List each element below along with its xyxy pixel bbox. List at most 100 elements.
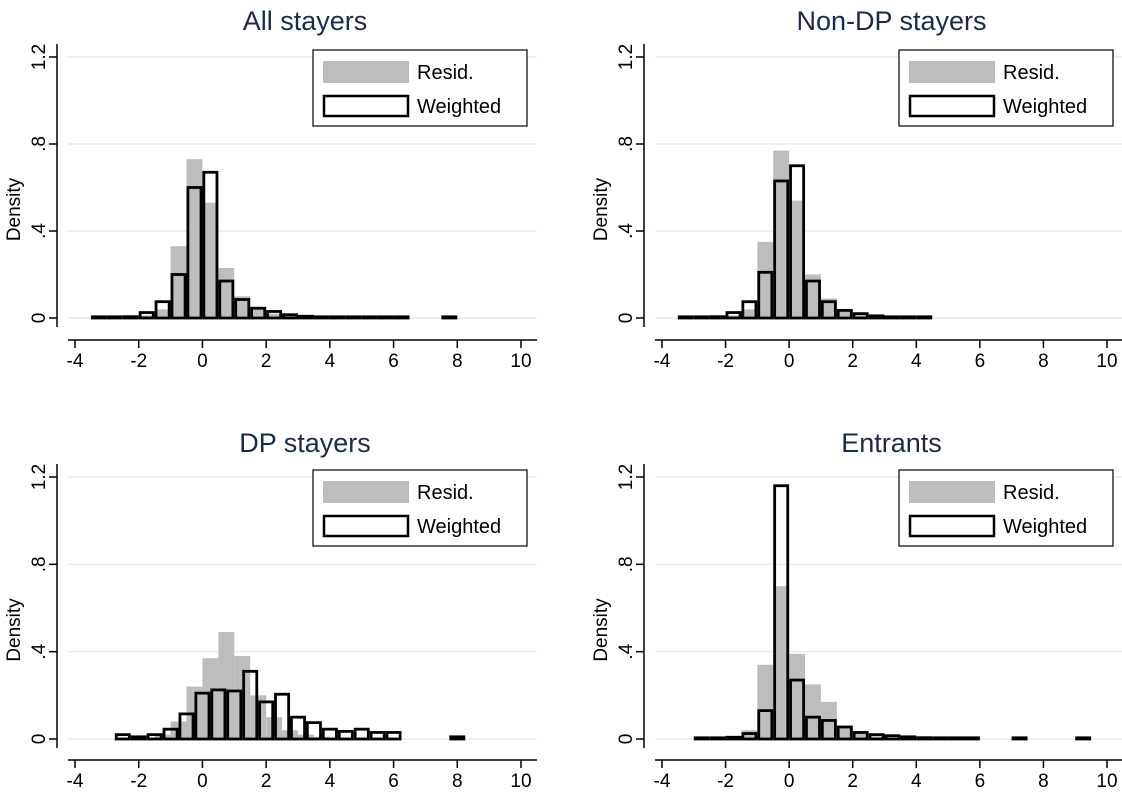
y-tick-label: 0	[29, 313, 50, 324]
bar-weighted	[170, 273, 187, 320]
bar-weighted	[741, 300, 758, 320]
x-tick-label: 2	[261, 771, 272, 792]
y-tick-label: .4	[616, 223, 637, 239]
x-tick-label: -2	[130, 771, 147, 792]
x-tick-label: 6	[388, 771, 399, 792]
legend: Resid. Weighted	[898, 49, 1114, 127]
bar-weighted	[820, 719, 837, 741]
bar-resid	[757, 241, 774, 318]
bar-weighted	[836, 725, 853, 741]
bar-resid	[789, 653, 806, 739]
bar-resid	[805, 684, 821, 739]
x-tick-label: 2	[847, 351, 858, 372]
x-tick-label: -4	[654, 771, 671, 792]
bar-weighted	[789, 164, 806, 320]
bar-weighted	[725, 311, 742, 320]
bar-resid	[154, 309, 171, 318]
x-tick-label: -2	[130, 351, 147, 372]
bar-weighted	[757, 709, 774, 741]
bar-weighted	[677, 315, 694, 320]
y-axis-label: Density	[4, 177, 25, 241]
chart-panel-2: Non-DP stayers 0 .4 .8 1.2 Density -4 -2 0 2 4 6 8 10…	[591, 6, 1122, 372]
x-tick-label: 0	[197, 351, 208, 372]
bar-weighted	[250, 306, 267, 320]
bar-weighted	[868, 733, 885, 741]
bar-weighted	[852, 312, 869, 320]
chart-title: Entrants	[841, 428, 942, 458]
bar-weighted	[884, 315, 901, 320]
legend-label-resid: Resid.	[1003, 482, 1060, 504]
chart-panel-3: DP stayers 0 .4 .8 1.2 Density -4 -2 0 2 4 6 8 10 Resi…	[4, 428, 537, 792]
x-tick-label: 6	[975, 771, 986, 792]
y-tick-label: 0	[616, 313, 637, 324]
legend-swatch-weighted	[322, 94, 410, 118]
bar-weighted	[836, 308, 853, 320]
x-tick-label: 8	[1038, 351, 1049, 372]
y-axis-label: Density	[4, 598, 25, 662]
bar-weighted	[329, 315, 346, 320]
bar-weighted	[122, 315, 139, 320]
bar-resid	[218, 632, 235, 739]
legend-label-resid: Resid.	[417, 482, 474, 504]
y-tick-label: 1.2	[29, 44, 50, 70]
bar-weighted	[186, 186, 203, 320]
x-tick-label: -4	[654, 351, 671, 372]
y-axis-label: Density	[591, 177, 612, 241]
bar-weighted	[963, 736, 980, 741]
y-tick-label: .8	[616, 136, 637, 152]
bar-weighted	[210, 688, 227, 741]
bar-weighted	[258, 700, 275, 741]
bar-resid	[741, 309, 758, 318]
bar-weighted	[393, 315, 410, 320]
y-tick-label: .8	[29, 136, 50, 152]
bar-resid	[836, 725, 853, 739]
legend-swatch-resid	[909, 481, 995, 503]
x-tick-label: 10	[510, 771, 531, 792]
y-tick-label: 0	[29, 734, 50, 745]
bar-resid	[170, 246, 187, 318]
x-tick-label: 8	[1038, 771, 1049, 792]
bar-resid	[852, 314, 869, 318]
bar-weighted	[345, 315, 362, 320]
bar-resid	[757, 664, 774, 739]
y-tick-label: .4	[616, 643, 637, 659]
bar-resid	[250, 307, 267, 318]
bar-weighted	[773, 484, 790, 741]
bar-weighted	[218, 279, 235, 320]
x-tick-label: -4	[67, 351, 84, 372]
legend-swatch-resid	[323, 481, 409, 503]
chart-title: Non-DP stayers	[796, 6, 986, 36]
bar-weighted	[852, 731, 869, 741]
bar-weighted	[274, 692, 291, 741]
bar-weighted	[916, 736, 933, 741]
bar-weighted	[773, 179, 790, 320]
x-tick-label: 0	[784, 771, 795, 792]
legend: Resid. Weighted	[312, 49, 528, 127]
x-tick-label: 0	[784, 351, 795, 372]
bar-resid	[234, 296, 251, 318]
y-axis-label: Density	[591, 598, 612, 662]
bar-weighted	[361, 315, 378, 320]
bar-resid	[186, 159, 203, 318]
bar-weighted	[948, 736, 964, 741]
y-tick-label: 1.2	[29, 464, 50, 490]
bar-weighted	[1011, 736, 1028, 741]
x-tick-label: 10	[1096, 351, 1117, 372]
bar-weighted	[266, 310, 283, 320]
x-tick-label: 2	[261, 351, 272, 372]
y-tick-label: 0	[616, 734, 637, 745]
y-tick-label: .8	[616, 556, 637, 572]
bar-weighted	[757, 270, 774, 320]
bar-weighted	[90, 315, 107, 320]
bar-weighted	[449, 735, 466, 741]
bar-weighted	[202, 170, 219, 320]
bar-weighted	[709, 315, 726, 320]
x-tick-label: 8	[452, 351, 463, 372]
x-tick-label: 4	[911, 351, 922, 372]
bar-weighted	[130, 735, 147, 741]
bar-weighted	[321, 727, 338, 741]
bar-weighted	[709, 736, 726, 741]
x-tick-label: 10	[510, 351, 531, 372]
bar-resid	[805, 274, 821, 318]
bar-weighted	[916, 315, 933, 320]
